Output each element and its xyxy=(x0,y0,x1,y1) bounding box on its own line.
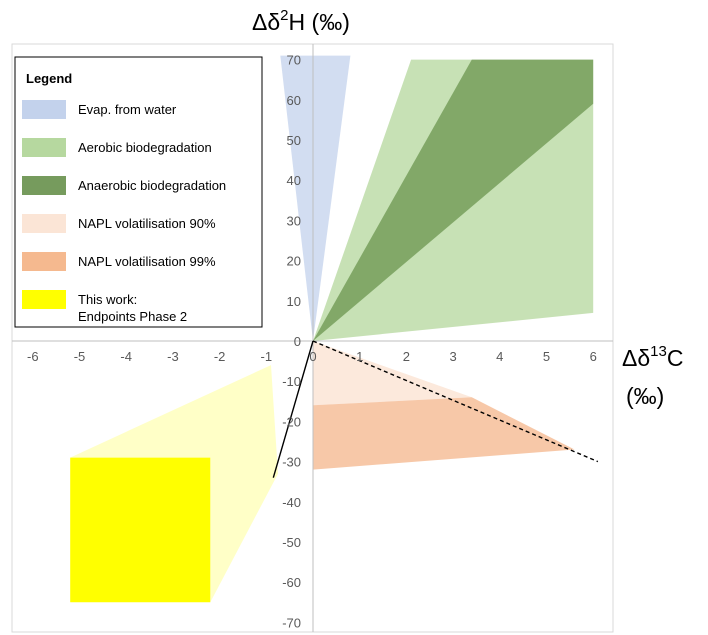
x-tick-label: 1 xyxy=(356,349,363,364)
region-1 xyxy=(280,55,351,341)
legend-swatch xyxy=(22,290,66,309)
y-axis-title: Δδ2H (‰) xyxy=(252,7,350,35)
legend-item: Aerobic biodegradation xyxy=(22,138,212,157)
legend-label: Anaerobic biodegradation xyxy=(78,178,226,193)
legend-swatch xyxy=(22,252,66,271)
y-tick-label: -70 xyxy=(282,615,301,630)
y-tick-label: 50 xyxy=(287,133,301,148)
legend-label: NAPL volatilisation 99% xyxy=(78,254,216,269)
x-axis-unit: (‰) xyxy=(626,383,664,409)
x-tick-label: -4 xyxy=(120,349,132,364)
data-regions xyxy=(70,55,594,603)
legend-item: NAPL volatilisation 99% xyxy=(22,252,216,271)
x-tick-label: -1 xyxy=(261,349,273,364)
legend-label: This work: xyxy=(78,292,137,307)
legend-label: NAPL volatilisation 90% xyxy=(78,216,216,231)
y-tick-label: -10 xyxy=(282,374,301,389)
x-tick-label: 2 xyxy=(403,349,410,364)
x-tick-labels: -6 -5 -4 -3 -2 -1 0 1 2 3 4 5 6 xyxy=(27,349,597,364)
dashed-trend-line xyxy=(312,340,599,463)
y-tick-label: -20 xyxy=(282,414,301,429)
legend-swatch xyxy=(22,176,66,195)
legend-label: Endpoints Phase 2 xyxy=(78,309,187,324)
y-tick-label: 70 xyxy=(287,53,301,68)
legend-label: Aerobic biodegradation xyxy=(78,140,212,155)
region-6 xyxy=(70,457,211,603)
y-tick-label: 40 xyxy=(287,173,301,188)
legend-swatch xyxy=(22,100,66,119)
y-tick-label: -30 xyxy=(282,455,301,470)
x-tick-label: -6 xyxy=(27,349,39,364)
x-tick-label: -5 xyxy=(74,349,86,364)
legend-item: NAPL volatilisation 90% xyxy=(22,214,216,233)
legend-item: This work: Endpoints Phase 2 xyxy=(22,290,187,324)
legend-swatch xyxy=(22,138,66,157)
x-tick-label: 3 xyxy=(449,349,456,364)
solid-trend-line xyxy=(272,340,314,478)
region-5 xyxy=(313,397,575,470)
y-tick-label: -50 xyxy=(282,535,301,550)
legend-label: Evap. from water xyxy=(78,102,177,117)
region-3 xyxy=(313,59,594,341)
endpoints-fan-region xyxy=(70,365,278,603)
x-axis-title: Δδ13C xyxy=(622,343,683,371)
x-tick-label: -3 xyxy=(167,349,179,364)
legend-title: Legend xyxy=(26,71,72,86)
x-tick-label: -2 xyxy=(214,349,226,364)
legend-swatch xyxy=(22,214,66,233)
reference-lines xyxy=(272,340,599,478)
y-tick-label: 30 xyxy=(287,213,301,228)
x-tick-label: 6 xyxy=(590,349,597,364)
legend-items: Evap. from water Aerobic biodegradation An… xyxy=(22,100,226,324)
y-tick-labels: -70 -60 -50 -40 -30 -20 -10 0 10 20 30 40 50 60 70 xyxy=(282,53,301,631)
y-tick-label: 60 xyxy=(287,93,301,108)
y-tick-label: 20 xyxy=(287,254,301,269)
y-tick-label: -60 xyxy=(282,575,301,590)
legend: Legend Evap. from water Aerobic biodegrad… xyxy=(14,56,263,328)
x-tick-label: 5 xyxy=(543,349,550,364)
legend-item: Anaerobic biodegradation xyxy=(22,176,226,195)
x-tick-label: 0 xyxy=(309,349,316,364)
y-tick-label: 0 xyxy=(294,334,301,349)
legend-item: Evap. from water xyxy=(22,100,177,119)
y-tick-label: 10 xyxy=(287,294,301,309)
x-tick-label: 4 xyxy=(496,349,503,364)
y-tick-label: -40 xyxy=(282,495,301,510)
